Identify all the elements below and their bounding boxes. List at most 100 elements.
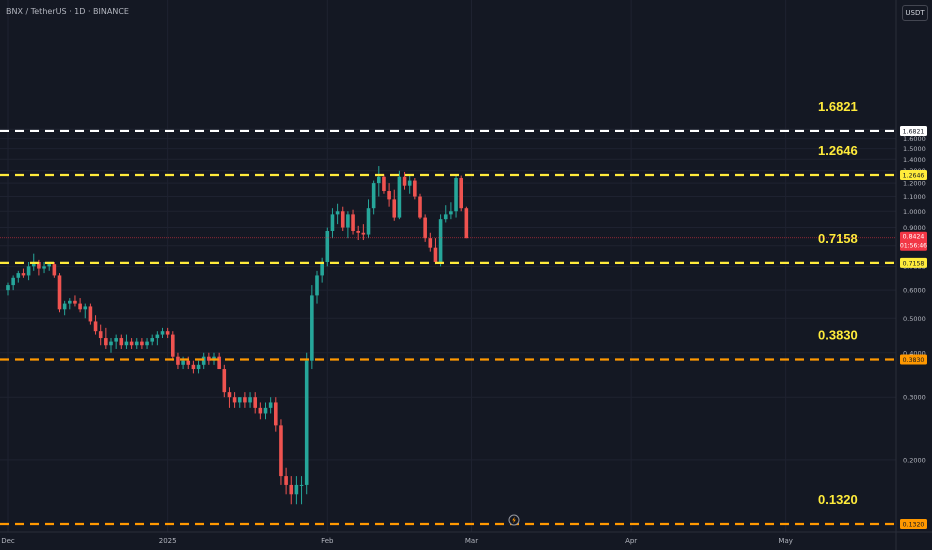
candle-body (88, 306, 93, 322)
candle-body (320, 261, 324, 276)
price-tick-label: 0.5000 (903, 315, 926, 323)
candle-body (402, 176, 407, 186)
price-axis[interactable]: 0.20000.30000.40000.50000.60000.70000.80… (895, 0, 932, 550)
candle-body (191, 364, 196, 370)
candle-body (207, 356, 211, 361)
candle-body (93, 321, 98, 332)
candle-body (413, 180, 417, 197)
level-annotation: 0.7158 (818, 231, 858, 246)
candle-body (62, 303, 67, 310)
price-tick-label: 0.9000 (903, 224, 926, 232)
current-price-tag (900, 231, 927, 251)
candle-body (31, 261, 36, 267)
currency-button[interactable]: USDT (902, 5, 928, 21)
candle-body (356, 230, 360, 233)
level-annotation: 1.6821 (818, 99, 858, 114)
candle-body (124, 341, 129, 346)
price-tick-label: 0.2000 (903, 456, 926, 464)
candle-body (382, 176, 386, 192)
price-tick-label: 1.5000 (903, 145, 926, 153)
price-tick-label: 1.0000 (903, 208, 926, 216)
candle-body (16, 273, 21, 278)
time-tick-label: Mar (465, 537, 478, 545)
candle-body (428, 238, 433, 248)
candle-body (268, 402, 273, 408)
candle-body (104, 338, 108, 346)
candle-body (165, 331, 170, 335)
level-price-tag (900, 354, 927, 365)
time-tick-label: 2025 (159, 537, 177, 545)
current-price-value: 0.8424 (903, 234, 925, 241)
candle-body (6, 285, 10, 291)
price-axis-bg (896, 0, 932, 550)
candle-body (351, 214, 355, 231)
symbol-header: BNX / TetherUS · 1D · BINANCE (6, 7, 129, 16)
candle-body (438, 219, 443, 262)
price-tick-label: 0.4000 (903, 349, 926, 357)
candle-body (98, 331, 103, 339)
candle-body (392, 199, 397, 218)
candle-body (325, 230, 330, 262)
candle-body (26, 266, 31, 276)
level-price-tag (900, 257, 927, 268)
candle-body (145, 341, 149, 346)
candle-body (83, 306, 88, 310)
candle-body (186, 360, 191, 365)
candle-body (232, 397, 237, 403)
candle-body (464, 208, 469, 239)
candle-body (129, 341, 134, 346)
candle-body (377, 176, 381, 184)
candle-body (407, 180, 412, 186)
price-tick-label: 1.1000 (903, 193, 926, 201)
candle-body (459, 178, 463, 209)
candle-body (284, 476, 288, 485)
level-price-tag-label: 0.1320 (903, 522, 925, 529)
candle-body (443, 214, 448, 220)
candle-body (418, 196, 422, 218)
level-price-tag-label: 0.7158 (903, 260, 925, 267)
candle-body (371, 183, 376, 209)
candle-body (279, 425, 283, 477)
level-annotation: 0.3830 (818, 327, 858, 342)
candle-body (217, 356, 221, 370)
candle-body (140, 341, 144, 346)
candle-body (37, 261, 41, 269)
candle-body (181, 360, 185, 365)
candle-body (201, 356, 206, 365)
candle-body (73, 300, 77, 304)
candle-body (160, 331, 165, 335)
chart-grid (0, 0, 896, 532)
candle-body (57, 275, 62, 310)
level-price-tag (900, 170, 927, 180)
candle-body (171, 334, 175, 357)
candle-body (248, 397, 252, 403)
candle-body (109, 341, 113, 346)
candle-body (227, 392, 232, 398)
candle-body (119, 338, 124, 346)
candle-body (304, 360, 309, 485)
candle-body (330, 214, 335, 231)
candle-body (21, 273, 26, 276)
level-price-tag (900, 125, 927, 136)
candle-body (253, 397, 257, 408)
misc-layer (0, 237, 896, 526)
candle-body (42, 266, 46, 269)
candle-body (454, 178, 458, 212)
candle-body (315, 275, 319, 296)
level-price-tag-label: 1.2646 (903, 173, 925, 180)
price-tick-label: 0.3000 (903, 394, 926, 402)
candle-body (366, 208, 371, 235)
price-tick-label: 1.6000 (903, 135, 926, 143)
candle-body (335, 211, 340, 215)
level-annotation: 1.2646 (818, 143, 858, 158)
candle-body (289, 484, 294, 495)
time-axis[interactable]: Dec 2025 Feb Mar Apr May (0, 531, 932, 545)
candle-body (222, 369, 227, 393)
level-price-tag (900, 519, 927, 529)
candle-body (340, 211, 345, 228)
candle-body (11, 277, 15, 286)
candle-body (361, 232, 366, 235)
candle-body (310, 295, 314, 361)
candle-body (346, 214, 350, 228)
